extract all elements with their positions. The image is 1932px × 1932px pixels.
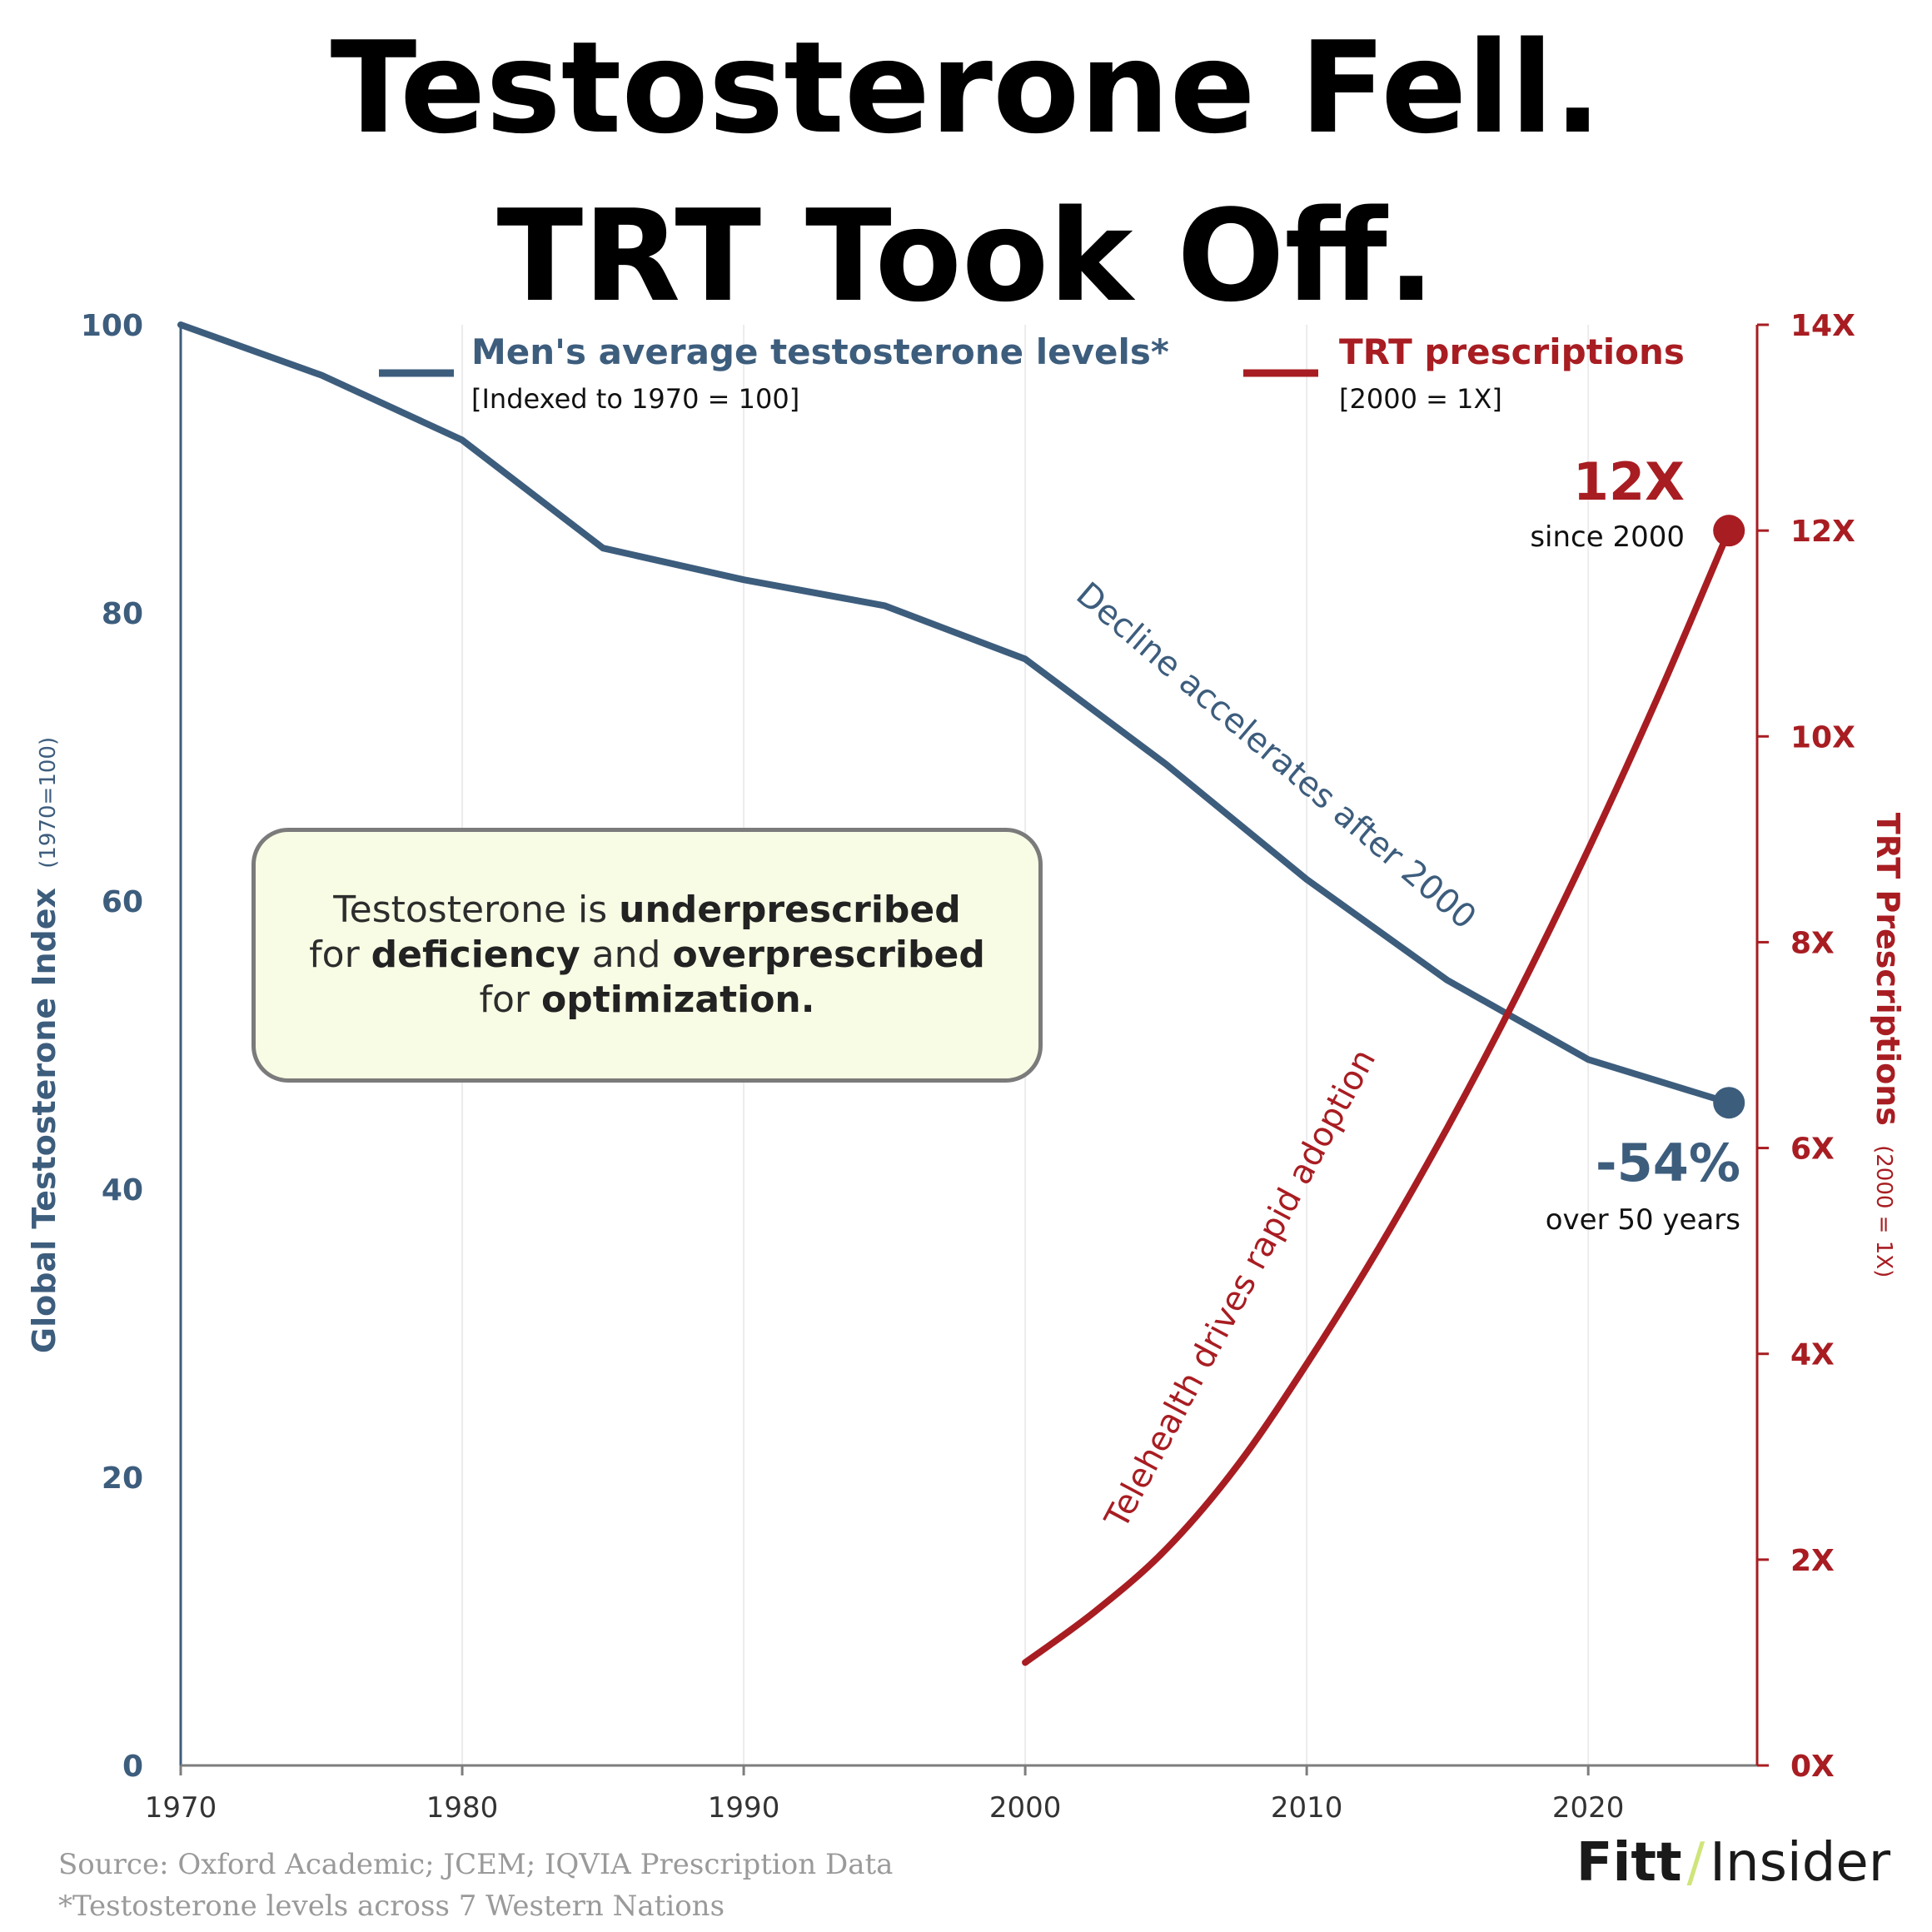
annotation-testosterone-value: -54% — [1596, 1133, 1740, 1193]
left-axis-title-small: (1970=100) — [36, 737, 61, 869]
brand-left: Fitt — [1576, 1832, 1682, 1894]
series-line-testosterone — [177, 321, 1733, 1107]
legend-sub-trt: [2000 = 1X] — [1339, 383, 1502, 415]
series-end-points — [1713, 515, 1745, 1119]
series-line-trt — [1022, 527, 1733, 1666]
note-box: Testosterone is underprescribed for defi… — [251, 828, 1043, 1083]
note-b3: overprescribed — [672, 934, 985, 976]
left-tick-label: 100 — [81, 309, 143, 343]
chart-title-line1: Testosterone Fell. — [331, 14, 1602, 162]
right-tick-label: 6X — [1790, 1133, 1835, 1167]
right-tick-label: 2X — [1790, 1544, 1835, 1578]
brand-right: Insider — [1710, 1832, 1891, 1894]
right-tick-label: 10X — [1790, 720, 1855, 754]
x-tick-label: 2000 — [989, 1791, 1062, 1825]
left-axis-title-main: Global Testosterone Index — [26, 888, 62, 1353]
x-axis-ticks: 1970 1980 1990 2000 2010 2020 — [145, 1765, 1625, 1825]
annotation-decline: Decline accelerates after 2000 — [1069, 575, 1484, 937]
note-text: Testosterone is underprescribed for defi… — [309, 888, 985, 1023]
right-tick-label: 12X — [1790, 515, 1855, 549]
point-trt-end — [1713, 515, 1745, 547]
left-tick-label: 40 — [102, 1173, 143, 1208]
x-tick-label: 2020 — [1552, 1791, 1625, 1825]
note-p2: for — [309, 934, 371, 976]
note-p1: Testosterone is — [333, 889, 620, 931]
right-axis-title-main: TRT Prescriptions — [1870, 813, 1906, 1126]
x-tick-label: 2010 — [1271, 1791, 1343, 1825]
legend-sub-testosterone: [Indexed to 1970 = 100] — [471, 383, 799, 415]
point-testosterone-end — [1713, 1087, 1745, 1119]
note-p4: for — [479, 978, 542, 1021]
left-tick-label: 20 — [102, 1461, 143, 1496]
source-line: Source: Oxford Academic; JCEM; IQVIA Pre… — [58, 1848, 893, 1881]
footnote: *Testosterone levels across 7 Western Na… — [58, 1890, 724, 1923]
left-axis-ticks: 0 20 40 60 80 100 — [81, 309, 143, 1784]
note-b4: optimization. — [541, 978, 815, 1021]
annotation-trt-caption: since 2000 — [1530, 520, 1685, 554]
left-tick-label: 80 — [102, 597, 143, 631]
left-tick-label: 0 — [122, 1750, 143, 1784]
left-axis-title: Global Testosterone Index (1970=100) — [26, 737, 62, 1353]
note-b2: deficiency — [371, 934, 580, 976]
right-tick-label: 4X — [1790, 1338, 1835, 1372]
x-tick-label: 1990 — [708, 1791, 780, 1825]
chart-title-line2: TRT Took Off. — [497, 182, 1436, 330]
right-tick-label: 8X — [1790, 926, 1835, 960]
right-axis-title-small: (2000 = 1X) — [1871, 1145, 1896, 1277]
x-tick-label: 1970 — [145, 1791, 217, 1825]
note-p3: and — [580, 934, 673, 976]
right-axis-title: TRT Prescriptions (2000 = 1X) — [1870, 813, 1906, 1277]
right-axis-ticks: 0X 2X 4X 6X 8X 10X 12X 14X — [1757, 309, 1855, 1784]
x-tick-label: 1980 — [426, 1791, 499, 1825]
annotation-trt-value: 12X — [1573, 451, 1685, 512]
brand-logo: Fitt/Insider — [1576, 1832, 1891, 1894]
right-tick-label: 14X — [1790, 309, 1855, 343]
legend-label-testosterone: Men's average testosterone levels* — [471, 331, 1169, 372]
legend-label-trt: TRT prescriptions — [1339, 331, 1685, 372]
left-tick-label: 60 — [102, 885, 143, 919]
note-b1: underprescribed — [619, 889, 961, 931]
right-tick-label: 0X — [1790, 1750, 1835, 1784]
brand-slash: / — [1687, 1832, 1705, 1894]
annotation-testosterone-caption: over 50 years — [1546, 1203, 1740, 1237]
